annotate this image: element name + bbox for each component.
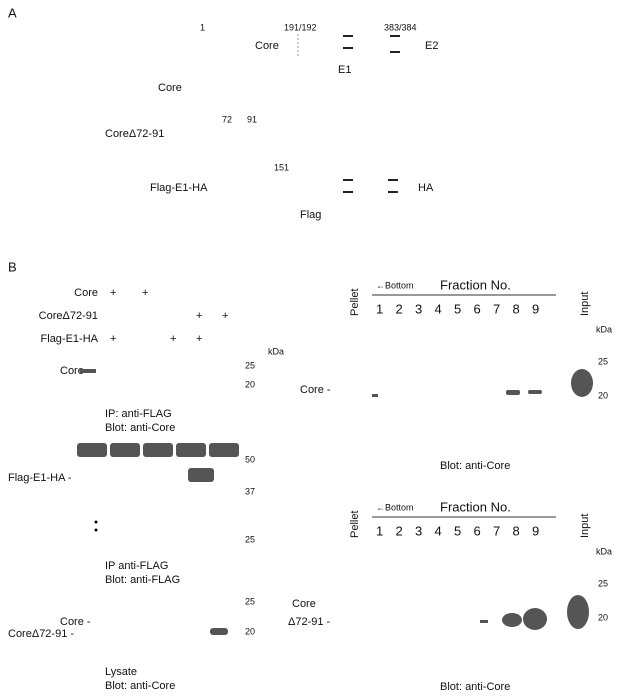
kda: kDa <box>596 324 612 334</box>
band <box>80 369 96 373</box>
marker: 20 <box>245 626 255 636</box>
region: E2 <box>425 40 438 52</box>
marker: 25 <box>598 356 608 366</box>
position: 91 <box>247 114 257 124</box>
plus: + <box>142 287 148 299</box>
position: 383/384 <box>384 22 417 32</box>
band-label: Core - <box>300 384 331 396</box>
band-label: Flag-E1-HA - <box>8 472 72 484</box>
caption: Blot: anti-Core <box>105 680 175 692</box>
construct: Flag-E1-HA <box>150 182 208 194</box>
fraction-number: 4 <box>435 301 442 316</box>
pellet: Pellet <box>349 510 361 538</box>
blot-bands <box>77 443 239 635</box>
position: 72 <box>222 114 232 124</box>
pellet: Pellet <box>349 288 361 316</box>
caption: Blot: anti-FLAG <box>105 574 180 586</box>
position: 151 <box>274 162 289 172</box>
fraction-number: 6 <box>474 301 481 316</box>
input: Input <box>579 514 591 538</box>
caption: Blot: anti-Core <box>440 681 510 693</box>
fraction-number: 1 <box>376 523 383 538</box>
marker: 37 <box>245 486 255 496</box>
region: Core <box>255 40 279 52</box>
fraction-number: 8 <box>513 523 520 538</box>
marker: 20 <box>598 390 608 400</box>
band-label: CoreΔ72-91 - <box>8 628 74 640</box>
marker: 20 <box>245 379 255 389</box>
marker: 25 <box>245 360 255 370</box>
construct: CoreΔ72-91 <box>105 128 164 140</box>
caption: IP anti-FLAG <box>105 560 168 572</box>
panel-b-left: B Core CoreΔ72-91 Flag-E1-HA + + + + + +… <box>8 259 284 691</box>
marker: 20 <box>598 612 608 622</box>
row-label: Flag-E1-HA <box>41 333 99 345</box>
plus: + <box>110 333 116 345</box>
position: 1 <box>200 22 205 32</box>
figure: A 1 191/192 383/384 Core E2 E1 Core 72 9… <box>0 0 619 696</box>
fraction-number: 8 <box>513 301 520 316</box>
bottom: ←Bottom <box>376 280 414 290</box>
caption: Blot: anti-Core <box>440 460 510 472</box>
marker: 50 <box>245 454 255 464</box>
caption: Lysate <box>105 666 137 678</box>
construct: Core <box>158 82 182 94</box>
fraction-title: Fraction No. <box>440 499 511 514</box>
region: E1 <box>338 64 351 76</box>
caption: Blot: anti-Core <box>105 422 175 434</box>
fraction-number: 5 <box>454 301 461 316</box>
fraction-number: 7 <box>493 301 500 316</box>
band-label: Δ72-91 - <box>288 616 331 628</box>
fraction-number: 4 <box>435 523 442 538</box>
fraction-number: 1 <box>376 301 383 316</box>
fraction-number: 2 <box>396 523 403 538</box>
fraction-number: 3 <box>415 301 422 316</box>
row-label: CoreΔ72-91 <box>39 310 98 322</box>
marker: 25 <box>245 534 255 544</box>
kda: kDa <box>268 346 284 356</box>
fraction-number: 5 <box>454 523 461 538</box>
panel-a: A 1 191/192 383/384 Core E2 E1 Core 72 9… <box>8 5 438 220</box>
marker: 25 <box>245 596 255 606</box>
tag: HA <box>418 182 434 194</box>
plus: + <box>222 310 228 322</box>
position: 191/192 <box>284 22 317 32</box>
fraction-number: 9 <box>532 523 539 538</box>
row-label: Core <box>74 287 98 299</box>
plus: + <box>196 310 202 322</box>
plus: + <box>110 287 116 299</box>
input: Input <box>579 292 591 316</box>
fraction-title: Fraction No. <box>440 277 511 292</box>
marker: 25 <box>598 578 608 588</box>
caption: IP: anti-FLAG <box>105 408 172 420</box>
band-label: Core <box>292 598 316 610</box>
plus: + <box>170 333 176 345</box>
fraction-number: 2 <box>396 301 403 316</box>
fraction-number: 6 <box>474 523 481 538</box>
kda: kDa <box>596 546 612 556</box>
fraction-number: 7 <box>493 523 500 538</box>
plus: + <box>196 333 202 345</box>
fraction-number: 9 <box>532 301 539 316</box>
panel-label: B <box>8 259 17 274</box>
band-label: Core - <box>60 616 91 628</box>
bottom: ←Bottom <box>376 502 414 512</box>
panel-label: A <box>8 5 17 20</box>
tag: Flag <box>300 209 321 221</box>
fraction-number: 3 <box>415 523 422 538</box>
